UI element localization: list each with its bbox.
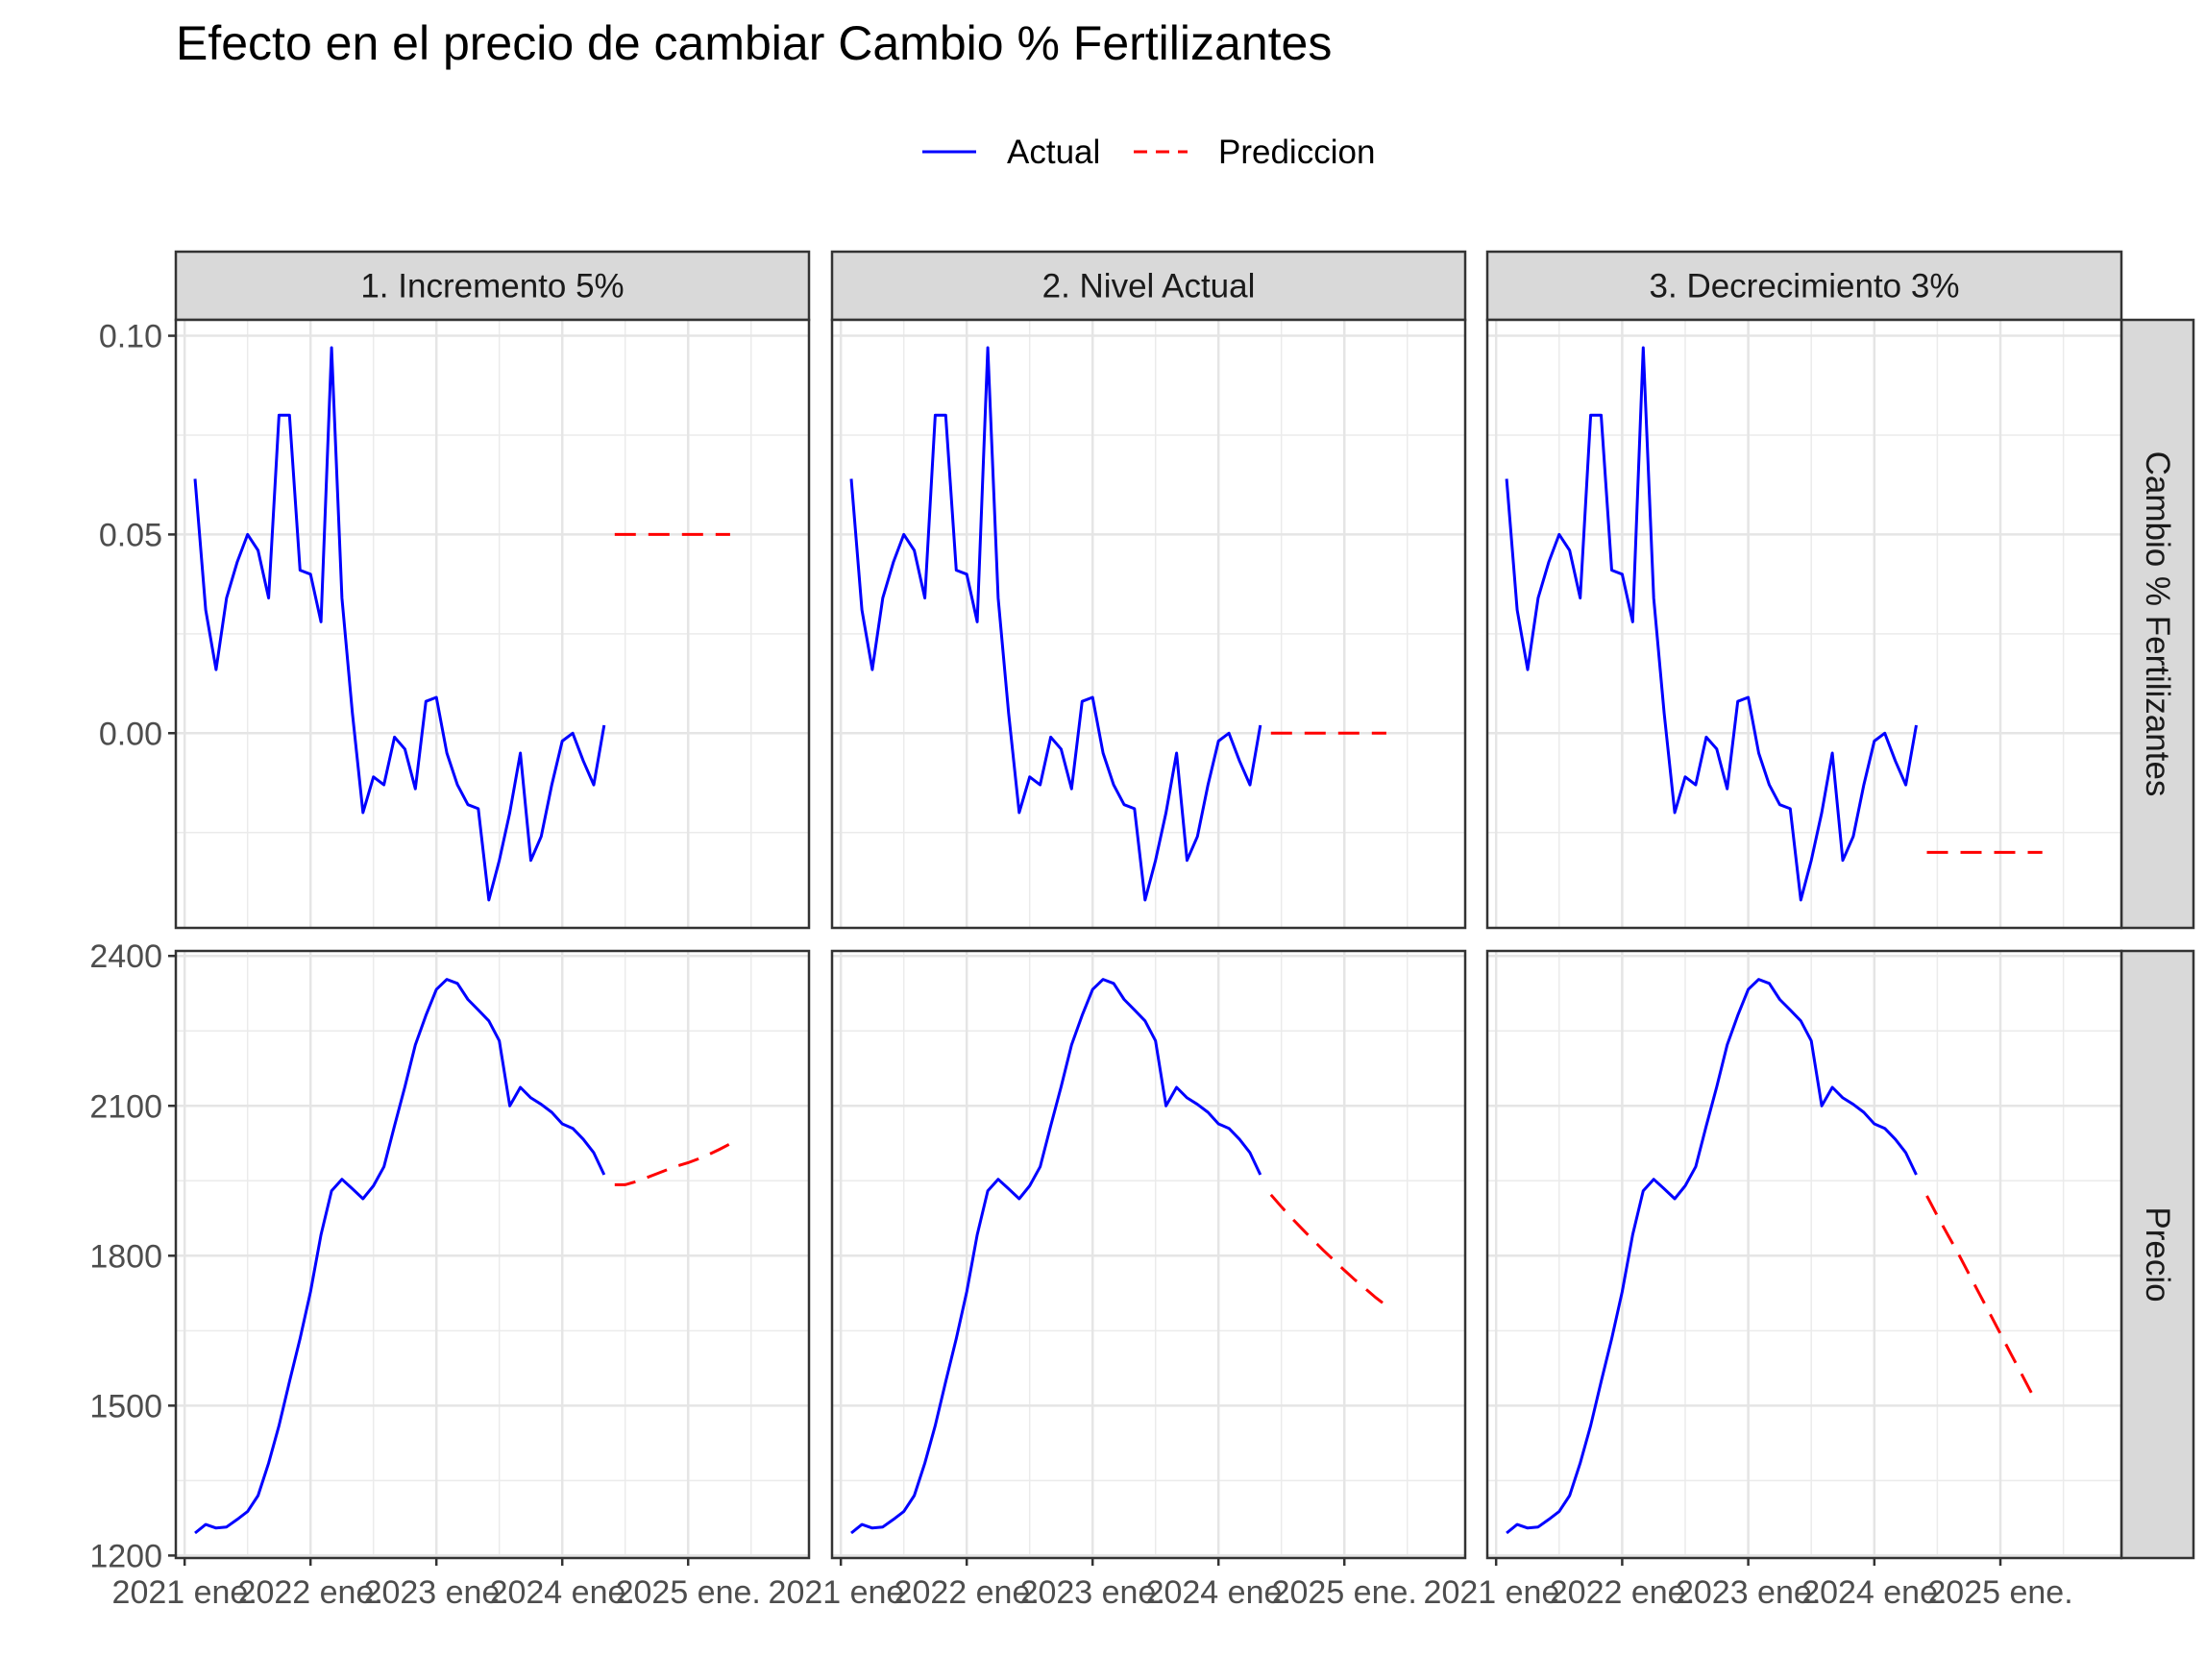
chart-title: Efecto en el precio de cambiar Cambio % … bbox=[176, 16, 1332, 70]
panel-r2-c2: 2021 ene.2022 ene.2023 ene.2024 ene.2025… bbox=[769, 949, 1467, 1611]
x-tick-label: 2024 ene. bbox=[1801, 1574, 1947, 1611]
panel-background bbox=[1487, 320, 2121, 928]
x-tick-label: 2021 ene. bbox=[769, 1574, 914, 1611]
facet-strip-1 bbox=[174, 250, 811, 322]
row-strip-label-cambio-fertilizantes: Cambio % Fertilizantes bbox=[2139, 451, 2176, 797]
series-line-prediccion bbox=[1925, 1195, 2043, 1396]
series-line-actual bbox=[849, 346, 1262, 902]
y-tick-label: 2400 bbox=[89, 938, 162, 975]
row-strip-label-precio: Precio bbox=[2139, 1206, 2176, 1302]
facet-strip-2 bbox=[830, 250, 1467, 322]
facet-strip-label-3: 3. Decrecimiento 3% bbox=[1650, 268, 1960, 305]
panel-background bbox=[832, 951, 1465, 1558]
x-tick-label: 2023 ene. bbox=[1676, 1574, 1821, 1611]
x-tick-label: 2024 ene. bbox=[490, 1574, 635, 1611]
x-tick-label: 2021 ene. bbox=[112, 1574, 257, 1611]
panel-background bbox=[176, 320, 809, 928]
y-tick-label: 0.05 bbox=[99, 517, 162, 553]
x-tick-label: 2021 ene. bbox=[1424, 1574, 1569, 1611]
x-tick-label: 2025 ene. bbox=[1272, 1574, 1417, 1611]
x-tick-label: 2022 ene. bbox=[1550, 1574, 1695, 1611]
panel-border bbox=[830, 949, 1467, 1560]
y-tick-label: 1200 bbox=[89, 1538, 162, 1574]
panel-r2-c3: 2021 ene.2022 ene.2023 ene.2024 ene.2025… bbox=[1424, 949, 2123, 1611]
panel-background bbox=[1487, 951, 2121, 1558]
x-tick-label: 2022 ene. bbox=[894, 1574, 1040, 1611]
panel-r1-c1: 0.10 0.05 0.00 bbox=[99, 318, 811, 930]
series-line-actual bbox=[194, 978, 606, 1535]
series-line-actual bbox=[193, 346, 606, 902]
panel-border bbox=[1485, 949, 2123, 1560]
x-tick-label: 2023 ene. bbox=[1020, 1574, 1165, 1611]
series-line-prediccion bbox=[614, 1142, 731, 1186]
facet-strip-label-1: 1. Incremento 5% bbox=[360, 268, 624, 305]
panel-background bbox=[176, 951, 809, 1558]
x-tick-label: 2023 ene. bbox=[364, 1574, 509, 1611]
series-line-actual bbox=[1506, 978, 1918, 1535]
panel-border bbox=[830, 318, 1467, 930]
y-tick-label: 2100 bbox=[89, 1088, 162, 1125]
row-strip-precio bbox=[2119, 949, 2195, 1560]
y-tick-label: 0.10 bbox=[99, 319, 162, 355]
y-tick-label: 0.00 bbox=[99, 716, 162, 752]
legend-label-actual: Actual bbox=[1007, 134, 1100, 171]
x-tick-label: 2025 ene. bbox=[1927, 1574, 2072, 1611]
panel-border bbox=[174, 949, 811, 1560]
facet-strip-3 bbox=[1485, 250, 2123, 322]
panel-border bbox=[174, 318, 811, 930]
panel-border bbox=[1485, 318, 2123, 930]
series-line-actual bbox=[850, 978, 1262, 1535]
x-tick-label: 2022 ene. bbox=[238, 1574, 383, 1611]
y-tick-label: 1800 bbox=[89, 1238, 162, 1275]
panel-r1-c2 bbox=[830, 318, 1467, 930]
y-tick-label: 1500 bbox=[89, 1388, 162, 1424]
panel-r1-c3 bbox=[1485, 318, 2123, 930]
x-tick-label: 2025 ene. bbox=[616, 1574, 761, 1611]
legend: Actual Prediccion bbox=[922, 134, 1375, 171]
panel-background bbox=[832, 320, 1465, 928]
facet-panels: 1. Incremento 5% 2. Nivel Actual 3. Decrec… bbox=[89, 250, 2195, 1611]
series-line-actual bbox=[1505, 346, 1918, 902]
x-tick-label: 2024 ene. bbox=[1146, 1574, 1291, 1611]
series-line-prediccion bbox=[1269, 1193, 1387, 1307]
facet-strip-label-2: 2. Nivel Actual bbox=[1042, 268, 1256, 305]
legend-label-prediccion: Prediccion bbox=[1218, 134, 1375, 171]
